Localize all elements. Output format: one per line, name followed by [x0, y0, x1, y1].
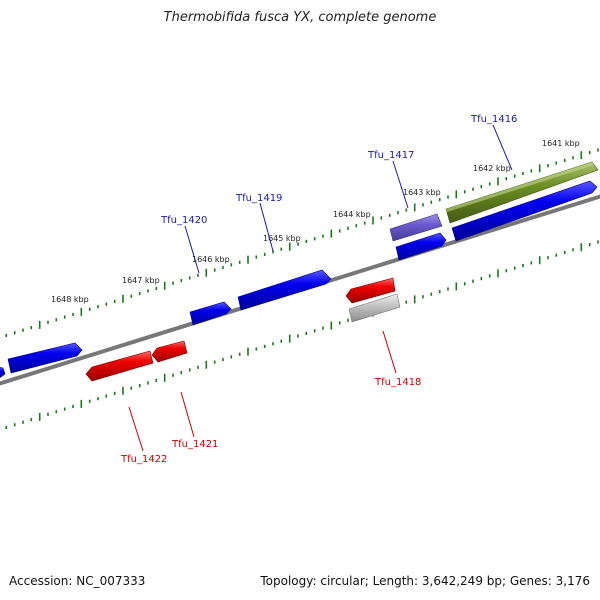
- gene-label-tfu-1417[interactable]: Tfu_1417: [367, 150, 414, 161]
- leader-tfu-1422: [128, 406, 144, 452]
- kbp-label-1643: 1643 kbp: [403, 188, 441, 197]
- leader-tfu-1420: [184, 225, 200, 274]
- leader-tfu-1416: [492, 124, 513, 171]
- cds-tfu-1421[interactable]: [151, 340, 188, 363]
- cds-tfu-1422[interactable]: [85, 350, 154, 382]
- gene-label-tfu-1418[interactable]: Tfu_1418: [374, 377, 421, 388]
- cds-tfu-1416[interactable]: [451, 180, 598, 242]
- accession-text: Accession: NC_007333: [9, 574, 146, 588]
- kbp-label-1641: 1641 kbp: [542, 139, 580, 148]
- kbp-label-1648: 1648 kbp: [51, 295, 89, 304]
- kbp-label-1642: 1642 kbp: [473, 164, 511, 173]
- kbp-label-1644: 1644 kbp: [333, 210, 371, 219]
- kbp-label-1647: 1647 kbp: [122, 276, 160, 285]
- inner-tick-track: [5, 240, 599, 429]
- kbp-label-1646: 1646 kbp: [192, 255, 230, 264]
- cds-tfu-1418[interactable]: [345, 277, 396, 304]
- gene-label-tfu-1420[interactable]: Tfu_1420: [160, 215, 207, 226]
- leader-tfu-1417: [392, 160, 409, 209]
- cds-tfu-1417[interactable]: [395, 232, 447, 261]
- leader-tfu-1421: [180, 391, 195, 438]
- cds-edge-stub[interactable]: [0, 367, 6, 379]
- feature-gray-tfu-1418[interactable]: [348, 293, 401, 323]
- gene-label-tfu-1419[interactable]: Tfu_1419: [235, 193, 282, 204]
- feature-olive[interactable]: [445, 161, 599, 224]
- leader-tfu-1419: [259, 202, 274, 252]
- outer-tick-track: [5, 148, 599, 337]
- cds-tfu-1420[interactable]: [189, 301, 232, 326]
- gene-label-tfu-1416[interactable]: Tfu_1416: [470, 114, 517, 125]
- genome-summary-text: Topology: circular; Length: 3,642,249 bp…: [260, 574, 590, 588]
- leader-tfu-1418: [382, 330, 397, 374]
- cds-tfu-1419[interactable]: [237, 269, 332, 311]
- feature-purple-tfu-1417[interactable]: [389, 213, 443, 242]
- gene-label-tfu-1422[interactable]: Tfu_1422: [120, 454, 167, 465]
- gene-label-tfu-1421[interactable]: Tfu_1421: [171, 439, 218, 450]
- kbp-label-1645: 1645 kbp: [263, 234, 301, 243]
- map-title: Thermobifida fusca YX, complete genome: [163, 10, 437, 25]
- cds-left-edge[interactable]: [7, 342, 83, 374]
